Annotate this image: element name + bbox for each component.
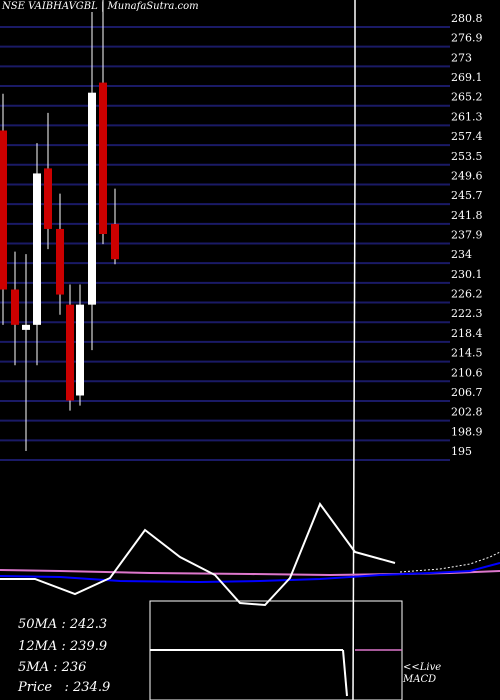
y-tick-label: 280.8 xyxy=(451,12,483,25)
y-tick-label: 249.6 xyxy=(451,169,483,182)
stat-12ma: 12MA : 239.9 xyxy=(18,639,108,654)
site-label: MunafaSutra.com xyxy=(107,1,199,12)
stat-50ma-value: 242.3 xyxy=(69,617,108,632)
ma-dotted-line xyxy=(399,551,500,573)
candle-body xyxy=(33,173,41,325)
y-tick-label: 273 xyxy=(451,51,472,64)
stat-price-label: Price xyxy=(18,680,53,695)
y-tick-label: 253.5 xyxy=(451,150,483,163)
stat-5ma-value: 236 xyxy=(61,660,87,675)
candles-group xyxy=(0,0,119,451)
y-tick-label: 210.6 xyxy=(451,366,483,379)
y-tick-label: 269.1 xyxy=(451,71,483,84)
y-tick-label: 237.9 xyxy=(451,229,483,242)
candle-body xyxy=(56,228,64,295)
stat-5ma-label: 5MA xyxy=(18,660,49,675)
candle-body xyxy=(0,130,7,290)
y-tick-label: 218.4 xyxy=(451,327,483,340)
y-tick-label: 195 xyxy=(451,445,472,458)
macd-live-label: <<Live MACD xyxy=(403,662,441,686)
ma-blue-line xyxy=(0,562,500,584)
y-tick-label: 276.9 xyxy=(451,32,483,45)
y-tick-label: 206.7 xyxy=(451,386,483,399)
stat-50ma-label: 50MA xyxy=(18,617,58,632)
grid-lines xyxy=(0,26,450,461)
y-tick-label: 245.7 xyxy=(451,189,483,202)
stat-5ma: 5MA : 236 xyxy=(18,660,87,675)
stat-price: Price : 234.9 xyxy=(18,680,111,695)
y-tick-label: 257.4 xyxy=(451,130,483,143)
stat-12ma-value: 239.9 xyxy=(69,639,108,654)
y-tick-label: 230.1 xyxy=(451,268,483,281)
stat-price-value: 234.9 xyxy=(73,680,111,695)
y-tick-label: 214.5 xyxy=(451,347,483,360)
candle-body xyxy=(99,82,107,234)
y-tick-label: 241.8 xyxy=(451,209,483,222)
symbol-label: NSE VAIBHAVGBL xyxy=(2,1,98,12)
candle-body xyxy=(66,304,74,401)
y-tick-label: 198.9 xyxy=(451,425,483,438)
y-tick-label: 222.3 xyxy=(451,307,483,320)
macd-label: MACD xyxy=(403,674,437,685)
candle-body xyxy=(44,168,52,229)
candle-body xyxy=(22,324,30,330)
candle-body xyxy=(76,304,84,396)
y-tick-label: 265.2 xyxy=(451,91,483,104)
candle-body xyxy=(11,289,19,325)
y-tick-label: 234 xyxy=(451,248,472,261)
y-tick-labels: 280.8 276.9 273 269.1 265.2 261.3 257.4 253.5 24… xyxy=(451,12,483,458)
stat-12ma-label: 12MA xyxy=(18,639,58,654)
live-label: <<Live xyxy=(403,662,442,673)
y-tick-label: 226.2 xyxy=(451,288,483,301)
y-tick-label: 202.8 xyxy=(451,406,483,419)
macd-line-drop xyxy=(342,649,348,697)
live-vertical-line-lower xyxy=(352,169,356,700)
candle-body xyxy=(111,223,119,260)
stat-50ma: 50MA : 242.3 xyxy=(18,617,108,632)
y-tick-label: 261.3 xyxy=(451,110,483,123)
candle-body xyxy=(88,92,96,305)
price-oscillator-line xyxy=(0,501,396,607)
